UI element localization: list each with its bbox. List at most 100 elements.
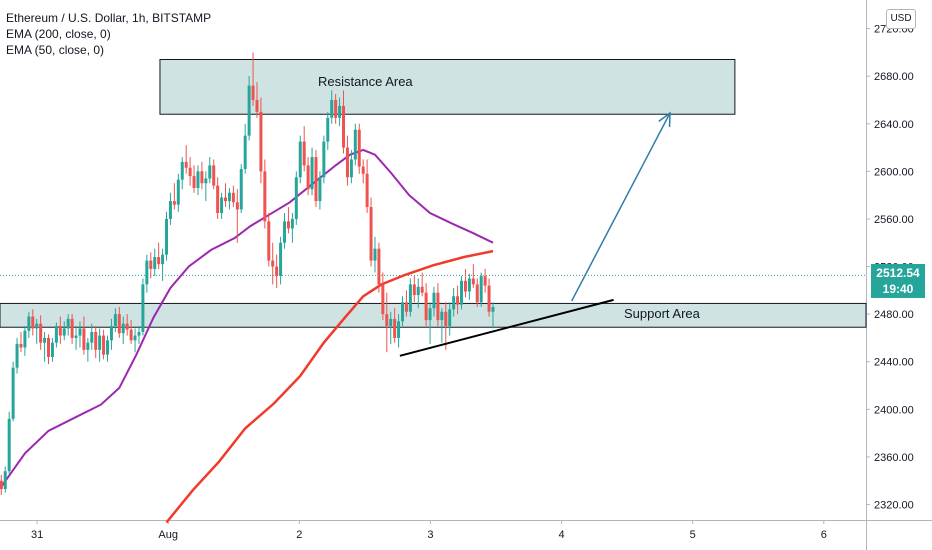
candle-body — [47, 337, 51, 357]
symbol-title[interactable]: Ethereum / U.S. Dollar, 1h, BITSTAMP — [6, 11, 212, 25]
candle-body — [35, 323, 39, 329]
x-tick-label: Aug — [158, 529, 178, 541]
candle-body — [102, 335, 106, 355]
candle-body — [294, 177, 298, 219]
candle-body — [357, 129, 361, 167]
x-tick-label: 3 — [427, 529, 433, 541]
candle-body — [15, 343, 19, 368]
candle-body — [133, 335, 137, 341]
candle-body — [432, 292, 436, 309]
candle-body — [412, 284, 416, 296]
candle-body — [70, 318, 74, 338]
candle-body — [365, 173, 369, 208]
candle-body — [3, 471, 7, 490]
candle-body — [456, 296, 460, 305]
candle-body — [475, 284, 479, 303]
candle-body — [98, 335, 102, 350]
candle-body — [208, 165, 212, 179]
candle-body — [224, 197, 228, 202]
candle-body — [153, 257, 157, 269]
candle-body — [326, 117, 330, 142]
candle-body — [491, 307, 495, 312]
candle-body — [424, 292, 428, 321]
candle-body — [306, 165, 310, 190]
candle-body — [259, 111, 263, 172]
candle-body — [161, 254, 165, 265]
candle-body — [157, 257, 161, 265]
candle-body — [125, 323, 129, 330]
support-trendline — [399, 298, 614, 357]
candle-body — [251, 85, 255, 100]
candle-body — [227, 192, 231, 202]
candle-body — [31, 316, 35, 329]
ema200-legend[interactable]: EMA (200, close, 0) — [6, 27, 111, 41]
x-tick-label: 31 — [31, 529, 43, 541]
y-tick-label: 2600.00 — [874, 166, 914, 178]
currency-button[interactable]: USD — [886, 9, 916, 29]
ema50-legend[interactable]: EMA (50, close, 0) — [6, 43, 105, 57]
ema200-line — [165, 249, 494, 524]
candle-body — [302, 141, 306, 166]
y-tick-label: 2480.00 — [874, 309, 914, 321]
candle-body — [381, 284, 385, 315]
candle-body — [137, 331, 141, 336]
candle-body — [62, 328, 66, 336]
candle-body — [416, 286, 420, 296]
candle-body — [353, 129, 357, 160]
candle-body — [361, 166, 365, 174]
candle-body — [397, 321, 401, 338]
candle-body — [117, 314, 121, 334]
candle-body — [318, 177, 322, 202]
y-tick-label: 2680.00 — [874, 71, 914, 83]
candle-body — [389, 318, 393, 327]
candle-body — [401, 302, 405, 322]
candle-body — [467, 278, 471, 292]
candle-body — [129, 329, 133, 341]
candle-body — [404, 302, 408, 312]
y-tick-label: 2360.00 — [874, 452, 914, 464]
x-tick-label: 2 — [296, 529, 302, 541]
candle-body — [50, 342, 54, 357]
candle-body — [373, 248, 377, 261]
candle-body — [243, 135, 247, 169]
candle-body — [90, 331, 94, 343]
candle-body — [27, 316, 31, 331]
candle-body — [54, 326, 58, 343]
x-tick-label: 5 — [690, 529, 696, 541]
candle-body — [149, 260, 153, 269]
candle-body — [271, 260, 275, 267]
y-tick-label: 2560.00 — [874, 214, 914, 226]
candle-body — [345, 147, 349, 178]
candle-body — [165, 218, 169, 255]
candle-body — [43, 337, 47, 343]
candle-body — [314, 157, 318, 202]
support-label: Support Area — [624, 306, 700, 321]
projection-arrow — [570, 112, 671, 302]
candle-body — [448, 309, 452, 327]
y-tick-label: 2640.00 — [874, 119, 914, 131]
candle-body — [385, 314, 389, 327]
candle-body — [94, 331, 98, 350]
candle-body — [168, 201, 172, 219]
candle-body — [74, 335, 78, 338]
chart-legend: Ethereum / U.S. Dollar, 1h, BITSTAMP EMA… — [6, 10, 211, 58]
candle-body — [408, 284, 412, 312]
resistance-label: Resistance Area — [318, 74, 413, 89]
candle-body — [487, 285, 491, 312]
candle-body — [145, 260, 149, 285]
candle-body — [0, 480, 3, 490]
candle-body — [342, 105, 346, 148]
candle-body — [235, 202, 239, 210]
candle-body — [275, 266, 279, 277]
candle-body — [349, 159, 353, 178]
candle-body — [196, 171, 200, 189]
candle-body — [106, 340, 110, 355]
candle-body — [255, 99, 259, 112]
candle-body — [334, 99, 338, 118]
candle-body — [483, 276, 487, 286]
candle-body — [184, 161, 188, 168]
candle-body — [247, 85, 251, 136]
candle-body — [39, 323, 43, 343]
candle-body — [471, 278, 475, 285]
